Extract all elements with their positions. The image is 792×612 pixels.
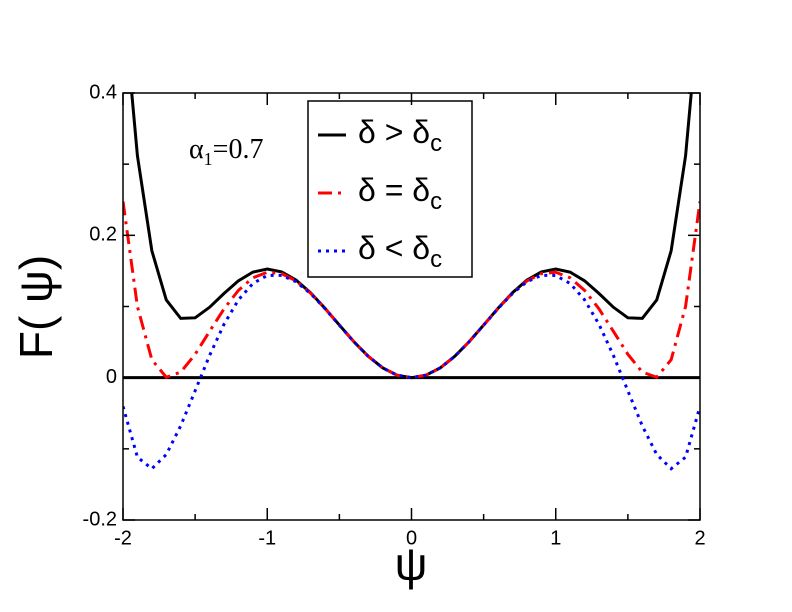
x-tick-label: -1: [258, 527, 276, 549]
legend-name: δ > δ: [358, 114, 430, 150]
legend-name: δ = δ: [358, 172, 430, 208]
annotation-subscript: 1: [204, 149, 213, 169]
legend-subscript: c: [430, 130, 442, 157]
x-tick-label: 2: [694, 527, 705, 549]
legend: [307, 100, 473, 278]
series-line: [130, 93, 693, 380]
y-tick-label: 0.4: [89, 81, 117, 103]
legend-label: δ = δc: [358, 172, 442, 215]
x-tick-label: 1: [550, 527, 561, 549]
legend-label: δ < δc: [358, 230, 442, 273]
plot-area: [123, 93, 700, 471]
x-tick-label: -2: [114, 527, 132, 549]
series-line: [123, 201, 700, 380]
annotation-value: =0.7: [213, 134, 264, 165]
annotation: α1=0.7: [189, 134, 263, 169]
x-tick-label: 0: [406, 527, 417, 549]
x-axis-label: ψ: [395, 538, 428, 590]
legend-subscript: c: [430, 246, 442, 273]
y-axis-label: F( ψ): [10, 255, 62, 359]
legend-label: δ > δc: [358, 114, 442, 157]
legend-name: δ < δ: [358, 230, 430, 266]
legend-subscript: c: [430, 188, 442, 215]
y-tick-label: 0.2: [89, 224, 117, 246]
y-tick-label: 0: [106, 366, 117, 388]
annotation-symbol: α: [189, 134, 204, 165]
y-tick-label: -0.2: [83, 508, 117, 530]
series-line: [123, 273, 700, 471]
